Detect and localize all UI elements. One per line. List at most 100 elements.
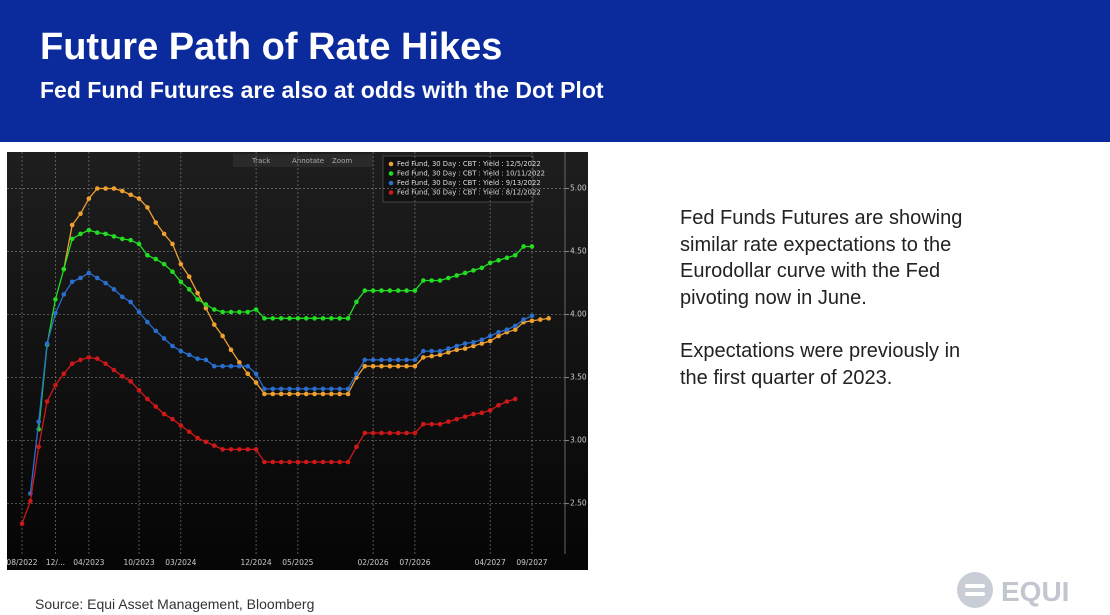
data-point	[471, 343, 476, 349]
legend-label: Fed Fund, 30 Day : CBT : Yield : 8/12/20…	[397, 189, 541, 197]
y-tick-label: 4.00	[570, 310, 587, 319]
data-point	[395, 357, 401, 363]
data-point	[153, 220, 159, 225]
text-line: the first quarter of 2023.	[680, 366, 893, 389]
text-line: Expectations were previously in	[680, 340, 961, 362]
data-point	[94, 356, 100, 361]
data-point	[496, 258, 501, 263]
data-point	[53, 382, 58, 388]
data-point	[512, 396, 518, 402]
data-point	[278, 316, 284, 321]
data-point	[379, 357, 384, 363]
data-point	[161, 261, 167, 267]
data-point	[287, 386, 292, 392]
data-point	[94, 186, 100, 191]
legend-label: Fed Fund, 30 Day : CBT : Yield : 10/11/2…	[397, 170, 545, 178]
data-point	[479, 265, 485, 271]
data-point	[153, 404, 159, 409]
data-point	[228, 447, 234, 452]
data-point	[512, 253, 518, 258]
data-point	[370, 357, 376, 363]
data-point	[36, 419, 42, 424]
data-point	[429, 348, 434, 354]
logo-icon	[965, 584, 985, 588]
data-point	[136, 196, 142, 201]
data-point	[53, 297, 58, 302]
data-point	[245, 363, 251, 369]
data-point	[253, 307, 259, 312]
data-point	[337, 386, 342, 392]
data-point	[303, 316, 309, 321]
data-point	[270, 316, 276, 321]
data-point	[170, 416, 175, 422]
toolbar-item: Track	[251, 157, 271, 165]
data-point	[354, 444, 359, 450]
data-point	[86, 196, 92, 201]
data-point	[145, 319, 150, 325]
logo-icon	[957, 572, 993, 608]
data-point	[270, 459, 276, 465]
legend-label: Fed Fund, 30 Day : CBT : Yield : 12/5/20…	[397, 160, 541, 168]
data-point	[496, 402, 501, 408]
data-point	[546, 316, 551, 321]
data-point	[103, 231, 108, 237]
data-point	[362, 288, 368, 293]
data-point	[420, 278, 426, 283]
data-point	[487, 338, 493, 344]
data-point	[103, 280, 108, 286]
paragraph: Fed Funds Futures are showing similar ra…	[680, 205, 962, 311]
data-point	[86, 270, 92, 276]
data-point	[120, 294, 125, 300]
data-point	[161, 336, 167, 341]
data-point	[437, 348, 443, 354]
data-point	[404, 288, 409, 293]
data-point	[270, 391, 276, 397]
data-point	[454, 343, 460, 349]
data-point	[178, 423, 184, 428]
text-line: Fed Funds Futures are showing	[680, 207, 963, 229]
data-point	[120, 188, 125, 194]
data-point	[345, 459, 351, 465]
data-point	[94, 230, 100, 235]
data-point	[303, 391, 309, 397]
data-point	[228, 363, 234, 369]
data-point	[78, 211, 83, 217]
data-point	[429, 421, 434, 427]
data-point	[420, 421, 426, 427]
data-point	[295, 459, 301, 465]
data-point	[504, 399, 510, 404]
text-line: pivoting now in June.	[680, 286, 867, 309]
x-tick-label: 05/2025	[282, 558, 313, 567]
data-point	[462, 341, 468, 346]
y-tick-label: 4.50	[570, 247, 587, 256]
data-point	[345, 391, 351, 397]
data-point	[370, 363, 376, 369]
data-point	[496, 329, 501, 335]
plot-background	[7, 152, 588, 570]
data-point	[404, 430, 409, 436]
data-point	[504, 255, 510, 261]
data-point	[262, 391, 267, 397]
data-point	[61, 292, 67, 297]
x-tick-label: 09/2027	[516, 558, 547, 567]
data-point	[387, 357, 393, 363]
data-point	[295, 386, 301, 392]
data-point	[521, 317, 526, 322]
data-point	[128, 237, 133, 243]
data-point	[312, 391, 317, 397]
data-point	[170, 269, 175, 274]
data-point	[512, 323, 518, 329]
data-point	[379, 430, 384, 436]
data-point	[211, 322, 217, 327]
data-point	[69, 222, 75, 228]
data-point	[504, 327, 510, 332]
x-tick-label: 12/...	[46, 558, 65, 567]
data-point	[136, 309, 142, 315]
data-point	[479, 410, 485, 416]
data-point	[211, 363, 217, 369]
toolbar	[233, 154, 373, 167]
x-tick-label: 08/2022	[7, 558, 38, 567]
data-point	[437, 278, 443, 283]
data-point	[237, 360, 242, 365]
data-point	[412, 363, 418, 369]
